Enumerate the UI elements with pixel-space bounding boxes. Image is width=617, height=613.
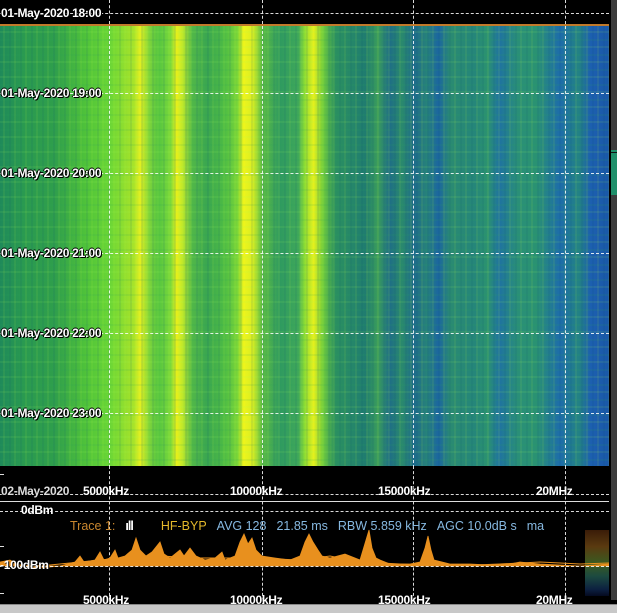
time-label-next-day: 02-May-2020 [1, 484, 70, 498]
grid-line-mid-5000 [109, 466, 110, 606]
grid-line-19 [0, 93, 609, 94]
freq-label-bottom-15000: 15000kHz [378, 593, 431, 607]
scrollbar-divider [611, 152, 617, 153]
grid-line-10000 [262, 26, 263, 466]
tick [0, 546, 4, 547]
grid-line-100dbm [0, 566, 609, 567]
freq-axis-line [0, 494, 609, 495]
tick [0, 474, 4, 475]
grid-line-top-15000 [413, 0, 414, 24]
input-label[interactable]: HF-BYP [160, 519, 207, 533]
freq-label-5000: 5000kHz [83, 484, 129, 498]
grid-line-20000 [565, 26, 566, 466]
scrollbar-thumb[interactable] [611, 150, 617, 195]
level-0dbm: 0dBm [21, 503, 54, 517]
spectrum-info-bar: Trace 1: ıll HF-BYP AVG 128 21.85 ms RBW 5.85… [70, 519, 554, 533]
freq-label-15000: 15000kHz [378, 484, 431, 498]
grid-line-top-5000 [109, 0, 110, 24]
bars-icon[interactable]: ıll [125, 519, 133, 533]
grid-line-23 [0, 413, 609, 414]
grid-line-0dbm [0, 511, 609, 512]
vertical-scrollbar[interactable] [611, 0, 617, 600]
grid-line-22 [0, 333, 609, 334]
grid-line-20 [0, 173, 609, 174]
time-label-22: 01-May-2020 22:00 [1, 326, 102, 340]
grid-line-5000 [109, 26, 110, 466]
rbw-value: RBW 5.859 kHz [337, 519, 427, 533]
waterfall-texture-v [0, 26, 609, 466]
sweep-time: 21.85 ms [276, 519, 328, 533]
waterfall-texture-h [0, 26, 609, 466]
grid-line-top-10000 [262, 0, 263, 24]
spectrum-trace [0, 529, 609, 569]
trace-label[interactable]: Trace 1: [70, 519, 116, 533]
time-label-23: 01-May-2020 23:00 [1, 406, 102, 420]
level-minus100dbm: -100dBm [0, 558, 49, 572]
agc-value: AGC 10.0dB s [436, 519, 517, 533]
grid-line-top [0, 13, 609, 14]
grid-line-mid-20000 [565, 466, 566, 606]
avg-value: AVG 128 [216, 519, 267, 533]
grid-line-mid-10000 [262, 466, 263, 606]
grid-line-21 [0, 253, 609, 254]
freq-label-20000: 20MHz [536, 484, 573, 498]
waterfall-heatmap [0, 26, 609, 466]
waterfall-display[interactable] [0, 24, 609, 466]
freq-label-bottom-10000: 10000kHz [230, 593, 283, 607]
more-label: ma [526, 519, 545, 533]
grid-line-15000 [413, 26, 414, 466]
freq-label-10000: 10000kHz [230, 484, 283, 498]
freq-label-bottom-5000: 5000kHz [83, 593, 129, 607]
tick [0, 593, 4, 594]
time-label-18: 01-May-2020 18:00 [1, 6, 102, 20]
time-label-21: 01-May-2020 21:00 [1, 246, 102, 260]
grid-line-mid-15000 [413, 466, 414, 606]
grid-line-top-20000 [565, 0, 566, 24]
panel-separator [0, 501, 609, 502]
bottom-status-bar [0, 604, 617, 613]
time-label-20: 01-May-2020 20:00 [1, 166, 102, 180]
time-label-19: 01-May-2020 19:00 [1, 86, 102, 100]
freq-label-bottom-20000: 20MHz [536, 593, 573, 607]
